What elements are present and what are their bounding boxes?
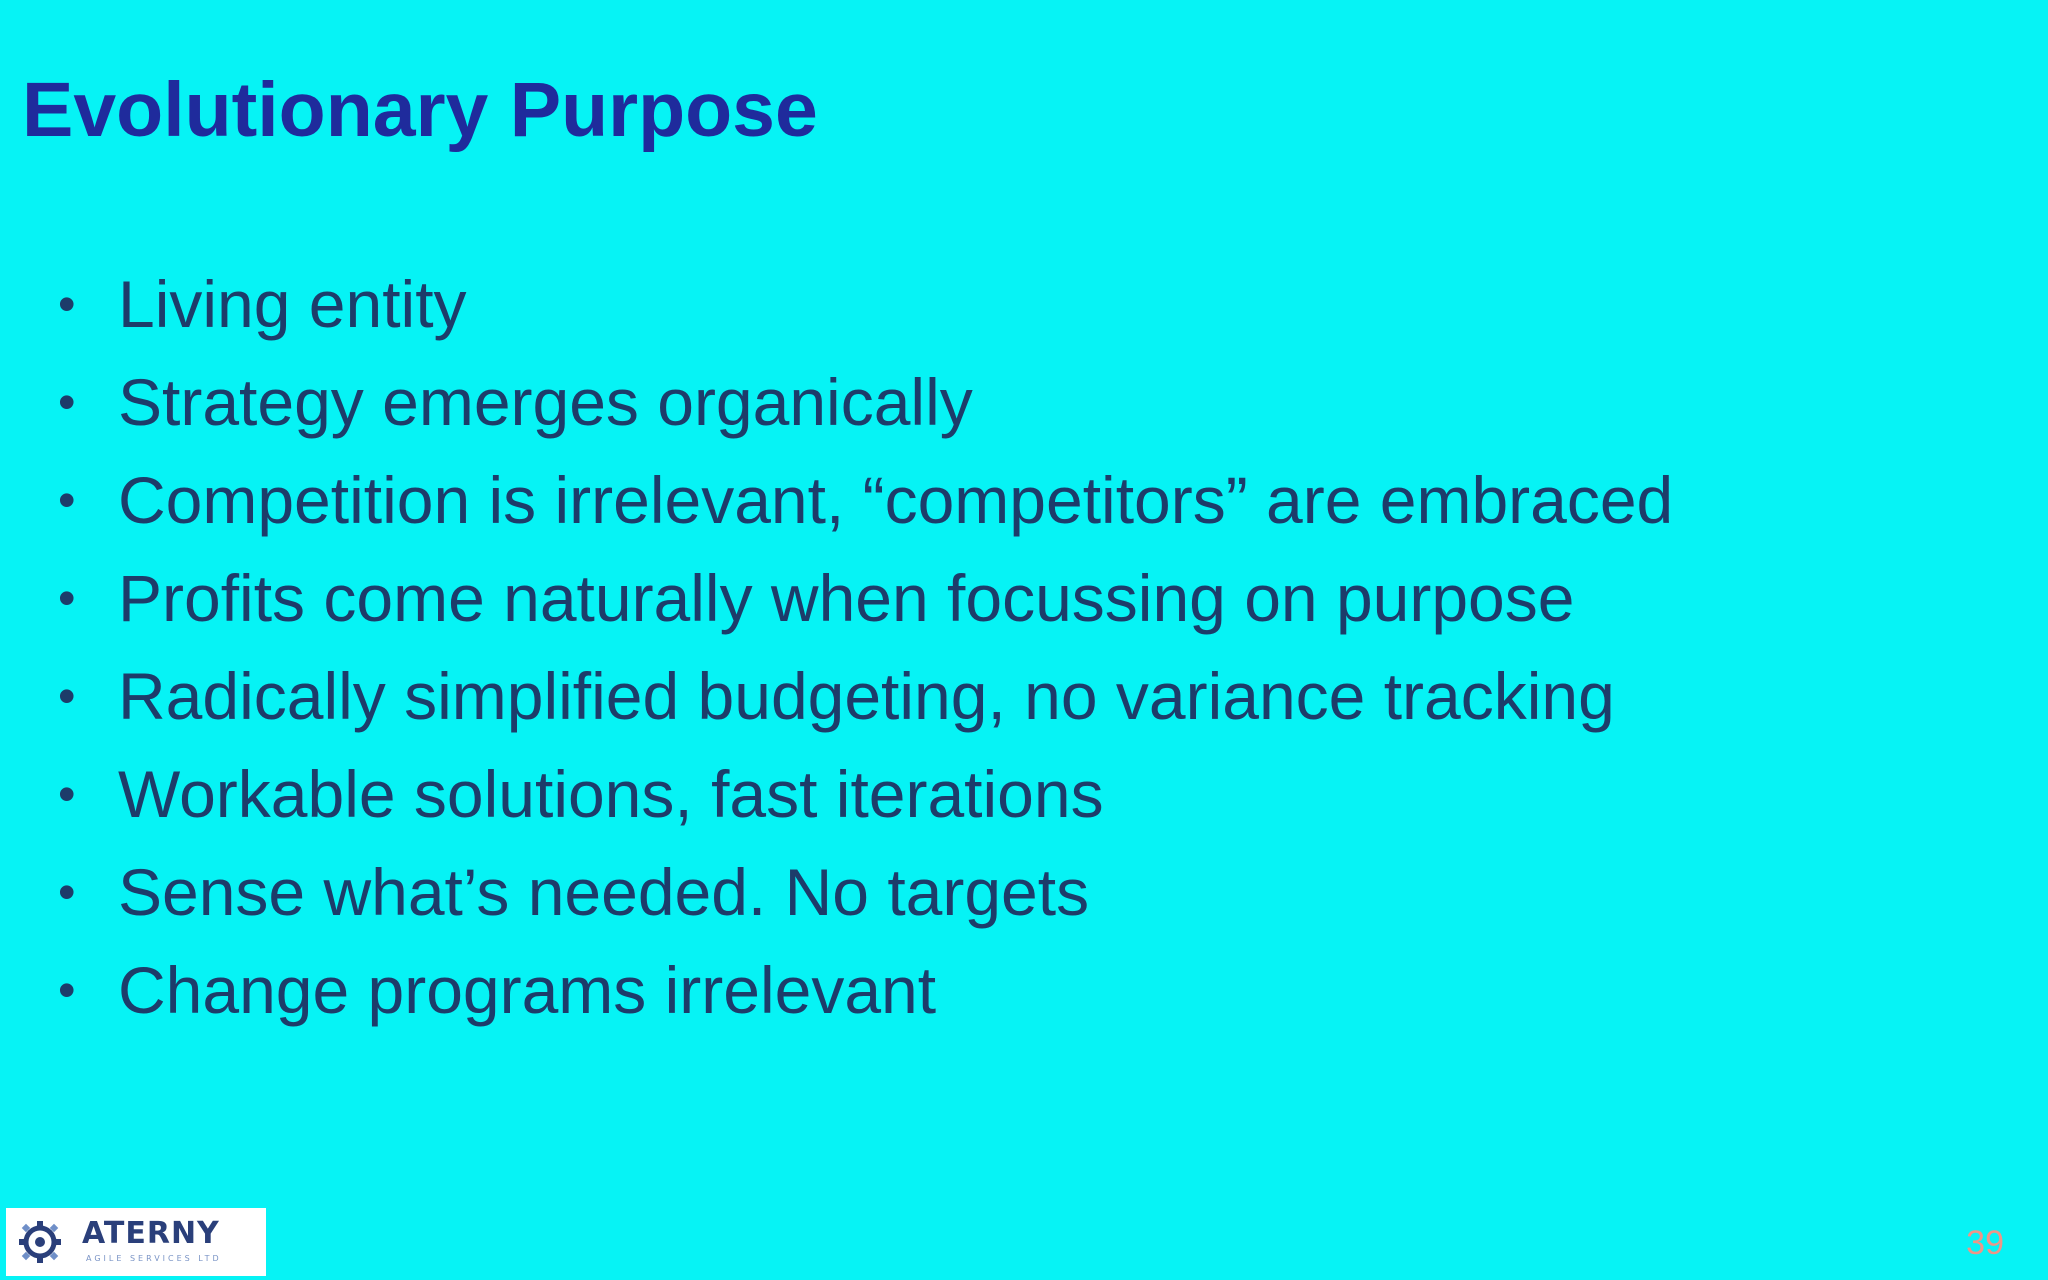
bullet-text: Change programs irrelevant [118,953,937,1027]
bullet-icon: • [58,668,76,724]
bullet-icon: • [58,276,76,332]
bullet-icon: • [58,766,76,822]
bullet-text: Strategy emerges organically [118,365,973,439]
bullet-icon: • [58,864,76,920]
bullet-text: Profits come naturally when focussing on… [118,561,1575,635]
bullet-icon: • [58,570,76,626]
gear-icon [19,1221,61,1263]
bullet-icon: • [58,374,76,430]
bullet-icon: • [58,472,76,528]
logo-subtitle: AGILE SERVICES LTD [86,1254,222,1263]
logo-name: ATERNY [82,1216,220,1251]
bullet-text: Competition is irrelevant, “competitors”… [118,463,1674,537]
bullet-text: Radically simplified budgeting, no varia… [118,659,1615,733]
bullet-text: Workable solutions, fast iterations [118,757,1104,831]
bullet-text: Sense what’s needed. No targets [118,855,1090,929]
page-number: 39 [1966,1224,2004,1262]
slide-title: Evolutionary Purpose [22,67,818,153]
bullet-icon: • [58,962,76,1018]
bullet-text: Living entity [118,267,467,341]
company-logo: ATERNY AGILE SERVICES LTD [6,1208,266,1276]
